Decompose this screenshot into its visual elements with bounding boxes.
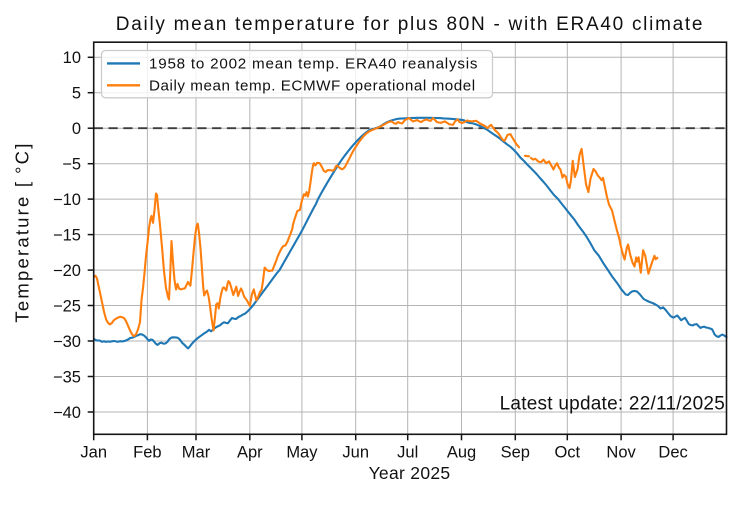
svg-text:Sep: Sep [501, 444, 530, 462]
svg-text:−20: −20 [53, 262, 81, 280]
svg-text:Daily mean temperature for plu: Daily mean temperature for plus 80N - wi… [116, 14, 704, 35]
svg-text:−10: −10 [53, 191, 81, 209]
svg-text:Nov: Nov [606, 444, 636, 462]
svg-text:−25: −25 [53, 297, 81, 315]
svg-text:Jan: Jan [80, 444, 107, 462]
svg-text:−30: −30 [53, 333, 81, 351]
svg-text:−40: −40 [53, 404, 81, 422]
svg-text:Oct: Oct [554, 444, 580, 462]
svg-text:Feb: Feb [133, 444, 161, 462]
svg-text:Year 2025: Year 2025 [369, 463, 451, 483]
svg-text:0: 0 [72, 120, 81, 138]
svg-text:Latest update: 22/11/2025: Latest update: 22/11/2025 [500, 394, 725, 415]
svg-text:Jul: Jul [397, 444, 418, 462]
svg-text:Temperature [ °C]: Temperature [ °C] [12, 141, 33, 322]
svg-text:10: 10 [63, 49, 81, 67]
svg-text:−15: −15 [53, 227, 81, 245]
svg-text:−35: −35 [53, 368, 81, 386]
svg-text:Aug: Aug [447, 444, 476, 462]
svg-text:Apr: Apr [237, 444, 263, 462]
svg-text:Dec: Dec [658, 444, 687, 462]
svg-text:−5: −5 [62, 156, 81, 174]
svg-text:Mar: Mar [182, 444, 211, 462]
svg-text:Daily mean temp. ECMWF operati: Daily mean temp. ECMWF operational model [149, 78, 476, 95]
svg-text:1958 to 2002 mean temp. ERA40: 1958 to 2002 mean temp. ERA40 reanalysis [149, 56, 478, 73]
svg-text:Jun: Jun [342, 444, 369, 462]
svg-text:5: 5 [72, 85, 81, 103]
svg-text:May: May [286, 444, 318, 462]
